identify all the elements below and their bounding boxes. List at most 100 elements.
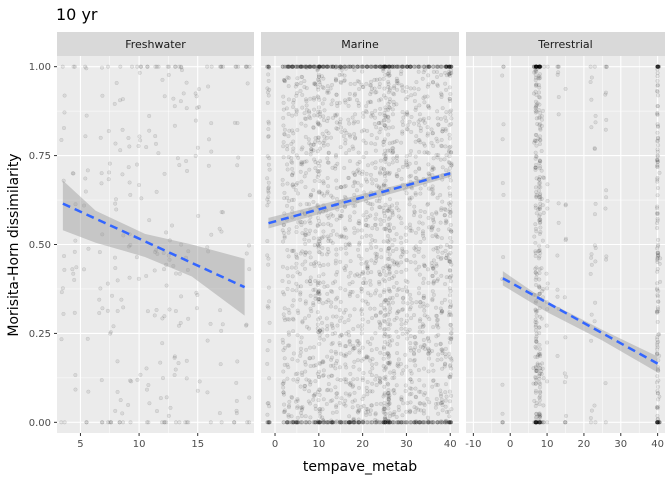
data-point [501, 64, 506, 69]
data-point [154, 64, 159, 69]
data-point [156, 64, 161, 69]
data-point [391, 85, 397, 90]
data-point [339, 315, 344, 320]
data-point [429, 212, 434, 217]
data-point [541, 420, 546, 425]
data-point [368, 342, 373, 347]
data-point [534, 64, 539, 69]
data-point [373, 258, 379, 264]
data-point [534, 143, 539, 148]
data-point [352, 93, 357, 98]
data-point [365, 64, 370, 69]
data-point [321, 373, 326, 378]
data-point [400, 248, 405, 253]
data-point [286, 64, 291, 69]
data-point [61, 125, 67, 131]
data-point [287, 128, 292, 133]
data-point [337, 120, 343, 125]
data-point [537, 64, 542, 69]
data-point [369, 177, 374, 182]
data-point [347, 64, 352, 69]
data-point [417, 420, 422, 425]
data-point [404, 110, 410, 115]
data-point [539, 371, 544, 377]
data-point [316, 122, 321, 127]
data-point [352, 192, 357, 197]
data-point [373, 64, 378, 69]
data-point [395, 64, 400, 69]
data-point [360, 64, 365, 69]
data-point [232, 120, 237, 125]
data-point [320, 245, 325, 251]
data-point [308, 64, 314, 69]
data-point [335, 126, 340, 131]
data-point [429, 420, 434, 425]
data-point [281, 409, 286, 415]
data-point [347, 292, 352, 297]
data-point [330, 323, 335, 328]
data-point [266, 162, 271, 167]
confidence-band [502, 271, 658, 373]
data-point [364, 420, 369, 425]
data-point [404, 191, 409, 196]
data-point [348, 81, 353, 86]
data-point [339, 65, 344, 70]
data-point [654, 287, 660, 292]
data-point [655, 250, 660, 255]
data-point [385, 420, 390, 425]
data-point [294, 229, 299, 235]
data-point [537, 415, 543, 420]
data-point [656, 309, 661, 314]
data-point [422, 100, 427, 105]
data-point [335, 391, 340, 396]
data-point [444, 420, 450, 425]
data-point [439, 420, 444, 425]
data-point [537, 420, 542, 425]
data-point [537, 90, 542, 95]
data-point [381, 64, 386, 69]
data-point [382, 152, 387, 157]
data-point [394, 173, 399, 178]
data-point [247, 193, 252, 198]
data-point [290, 64, 295, 69]
data-point [381, 208, 386, 214]
data-point [337, 64, 342, 69]
data-point [394, 64, 399, 69]
data-point [319, 74, 324, 79]
data-point [285, 317, 290, 322]
data-point [537, 159, 543, 164]
data-point [285, 248, 290, 253]
x-tick-label: 5 [77, 439, 83, 450]
data-point [282, 306, 287, 311]
data-point [320, 101, 325, 106]
data-point [357, 408, 362, 413]
data-point [357, 64, 362, 69]
data-point [537, 362, 542, 367]
data-point [303, 250, 308, 255]
data-point [296, 155, 301, 160]
data-point [162, 94, 167, 99]
data-point [536, 136, 541, 141]
data-point [448, 150, 454, 155]
data-point [234, 398, 239, 403]
data-point [303, 185, 308, 190]
data-point [446, 148, 452, 153]
data-point [438, 342, 443, 347]
data-point [359, 326, 364, 332]
data-point [357, 86, 362, 92]
data-point [381, 420, 386, 425]
data-point [417, 246, 422, 251]
data-point [655, 420, 660, 425]
data-point [430, 420, 436, 425]
data-point [343, 391, 348, 396]
data-point [324, 401, 329, 407]
data-point [220, 322, 225, 327]
data-point [333, 420, 338, 425]
data-point [295, 377, 300, 382]
data-point [656, 136, 661, 141]
data-point [390, 149, 396, 154]
data-point [658, 256, 663, 261]
data-point [395, 420, 400, 425]
data-point [316, 261, 321, 266]
data-point [373, 165, 378, 170]
